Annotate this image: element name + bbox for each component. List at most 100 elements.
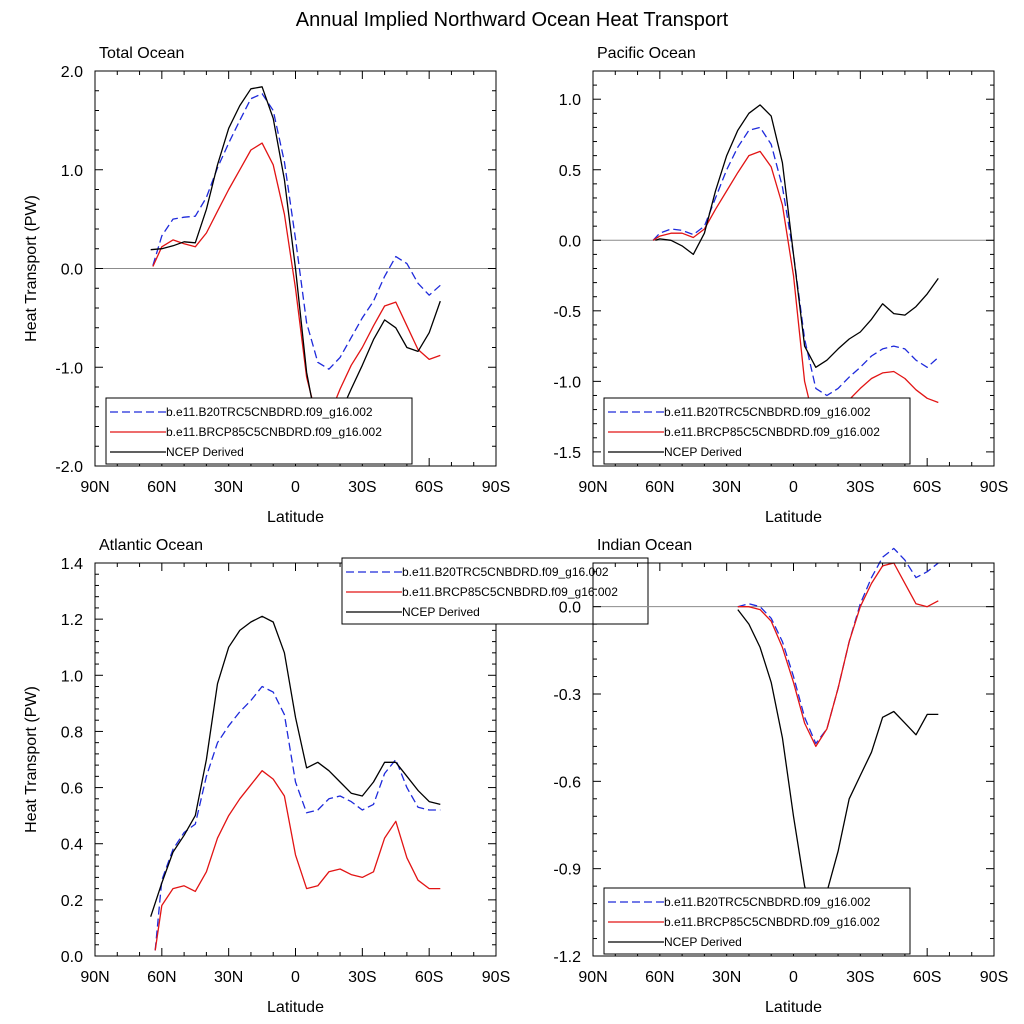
y-tick-label: -1.5	[553, 445, 581, 462]
x-tick-label: 60S	[913, 969, 941, 986]
x-tick-label: 90N	[578, 479, 607, 496]
x-tick-label: 60S	[415, 479, 443, 496]
panel-1: 90N 60N 30N 0 30S 60S 90S -1.5 -1.0 -0.5 0.0 0.5 1.0…	[553, 45, 1008, 526]
series-line-2	[737, 609, 939, 922]
x-tick-label: 90N	[80, 969, 109, 986]
x-tick-label: 0	[789, 479, 798, 496]
series-line-2	[150, 86, 441, 435]
x-tick-label: 0	[291, 479, 300, 496]
x-tick-label: 30S	[348, 969, 376, 986]
series-line-0	[154, 685, 441, 951]
legend-label-0: b.e11.B20TRC5CNBDRD.f09_g16.002	[664, 895, 871, 909]
panel-title: Total Ocean	[99, 45, 184, 62]
series-line-1	[652, 150, 939, 429]
series-line-1	[737, 562, 939, 748]
series-line-0	[152, 93, 441, 370]
y-tick-label: 0.0	[559, 600, 581, 617]
x-tick-label: 30N	[712, 479, 741, 496]
legend-label-0: b.e11.B20TRC5CNBDRD.f09_g16.002	[402, 565, 609, 579]
panel-title: Atlantic Ocean	[99, 537, 203, 554]
x-tick-label: 60N	[147, 479, 176, 496]
legend-label-0: b.e11.B20TRC5CNBDRD.f09_g16.002	[664, 405, 871, 419]
y-tick-label: 1.2	[61, 612, 83, 629]
x-tick-label: 60N	[147, 969, 176, 986]
panel-3: 90N 60N 30N 0 30S 60S 90S -1.2 -0.9 -0.6 -0.3 0.0 In…	[553, 537, 1008, 1016]
x-tick-label: 90S	[482, 479, 510, 496]
x-axis-label: Latitude	[765, 999, 822, 1016]
legend-label-2: NCEP Derived	[664, 935, 742, 949]
y-tick-label: 0.0	[61, 262, 83, 279]
x-tick-label: 60N	[645, 969, 674, 986]
x-tick-label: 60S	[415, 969, 443, 986]
legend: b.e11.B20TRC5CNBDRD.f09_g16.002 b.e11.BRC…	[341, 557, 649, 625]
legend-label-0: b.e11.B20TRC5CNBDRD.f09_g16.002	[166, 405, 373, 419]
y-tick-label: 1.0	[61, 163, 83, 180]
plot-frame	[94, 562, 497, 957]
panel-0: 90N 60N 30N 0 30S 60S 90S -2.0 -1.0 0.0 1.0 2.0 Tota…	[23, 45, 510, 526]
legend-label-1: b.e11.BRCP85C5CNBDRD.f09_g16.002	[402, 585, 618, 599]
series-line-2	[655, 104, 939, 368]
figure-title: Annual Implied Northward Ocean Heat Tran…	[296, 9, 729, 31]
x-tick-label: 0	[789, 969, 798, 986]
x-tick-label: 30S	[846, 479, 874, 496]
panel-title: Indian Ocean	[597, 537, 692, 554]
y-tick-label: 1.4	[61, 556, 83, 573]
panel-2: 90N 60N 30N 0 30S 60S 90S 0.0 0.2 0.4 0.6 0.8 1.0 1.2…	[23, 537, 649, 1016]
y-tick-label: -1.2	[553, 949, 581, 966]
x-tick-label: 90S	[482, 969, 510, 986]
x-tick-label: 90N	[80, 479, 109, 496]
series-line-2	[150, 615, 441, 917]
x-tick-label: 30S	[348, 479, 376, 496]
plot-frame	[592, 70, 995, 467]
legend-label-2: NCEP Derived	[402, 605, 480, 619]
x-tick-label: 0	[291, 969, 300, 986]
x-axis-label: Latitude	[267, 999, 324, 1016]
y-tick-label: -0.9	[553, 862, 581, 879]
y-tick-label: -1.0	[55, 360, 83, 377]
y-tick-label: 0.6	[61, 781, 83, 798]
y-tick-label: 0.2	[61, 893, 83, 910]
legend-label-2: NCEP Derived	[166, 445, 244, 459]
x-tick-label: 90S	[980, 969, 1008, 986]
y-axis-label: Heat Transport (PW)	[23, 686, 40, 833]
legend-label-2: NCEP Derived	[664, 445, 742, 459]
x-axis-label: Latitude	[765, 509, 822, 526]
y-tick-label: -0.6	[553, 774, 581, 791]
plot-frame	[94, 70, 497, 467]
x-tick-label: 30N	[214, 479, 243, 496]
x-axis-label: Latitude	[267, 509, 324, 526]
y-tick-label: 1.0	[61, 668, 83, 685]
legend: b.e11.B20TRC5CNBDRD.f09_g16.002 b.e11.BRC…	[105, 397, 413, 465]
series-line-0	[652, 126, 939, 397]
x-tick-label: 60S	[913, 479, 941, 496]
x-tick-label: 90S	[980, 479, 1008, 496]
panel-title: Pacific Ocean	[597, 45, 696, 62]
x-tick-label: 60N	[645, 479, 674, 496]
legend: b.e11.B20TRC5CNBDRD.f09_g16.002 b.e11.BRC…	[603, 887, 911, 955]
y-tick-label: 0.8	[61, 724, 83, 741]
legend-box	[105, 397, 413, 465]
legend: b.e11.B20TRC5CNBDRD.f09_g16.002 b.e11.BRC…	[603, 397, 911, 465]
y-tick-label: 2.0	[61, 64, 83, 81]
y-tick-label: 0.5	[559, 163, 581, 180]
legend-label-1: b.e11.BRCP85C5CNBDRD.f09_g16.002	[664, 915, 880, 929]
legend-box	[603, 397, 911, 465]
legend-label-1: b.e11.BRCP85C5CNBDRD.f09_g16.002	[166, 425, 382, 439]
series-line-1	[154, 770, 441, 951]
x-tick-label: 30N	[712, 969, 741, 986]
legend-label-1: b.e11.BRCP85C5CNBDRD.f09_g16.002	[664, 425, 880, 439]
x-tick-label: 30S	[846, 969, 874, 986]
plot-frame	[592, 562, 995, 957]
y-tick-label: 0.0	[61, 949, 83, 966]
y-tick-label: -1.0	[553, 374, 581, 391]
x-tick-label: 30N	[214, 969, 243, 986]
y-tick-label: -2.0	[55, 459, 83, 476]
y-tick-label: -0.3	[553, 687, 581, 704]
legend-box	[341, 557, 649, 625]
y-tick-label: 0.4	[61, 837, 83, 854]
y-tick-label: 1.0	[559, 92, 581, 109]
legend-box	[603, 887, 911, 955]
series-line-1	[152, 142, 441, 423]
series-line-0	[737, 547, 939, 745]
